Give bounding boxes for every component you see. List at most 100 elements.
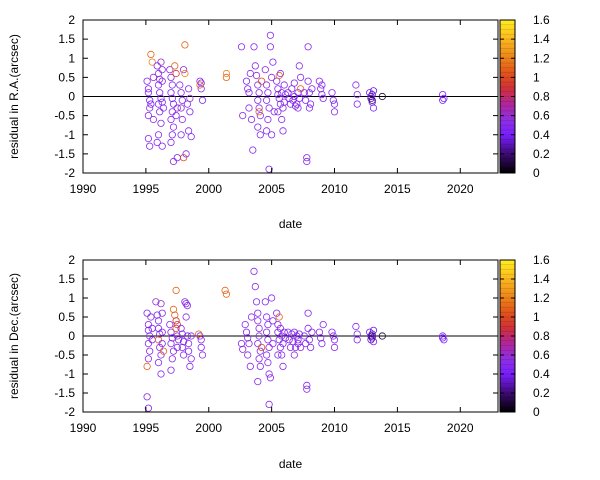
data-point — [269, 317, 277, 325]
data-point — [296, 85, 305, 93]
data-point — [276, 100, 284, 108]
data-point — [158, 339, 166, 348]
x-tick-label: 2000 — [195, 421, 222, 435]
data-point — [276, 69, 284, 78]
data-point — [143, 77, 151, 85]
data-point — [180, 338, 188, 346]
data-point — [222, 69, 230, 78]
data-point — [318, 339, 326, 348]
y-tick-label: 1 — [68, 51, 75, 65]
data-point — [157, 119, 165, 127]
colorbar-tick-label: 1 — [533, 310, 540, 324]
data-point — [256, 347, 264, 355]
data-point — [330, 336, 339, 344]
data-point — [291, 343, 300, 351]
data-point — [262, 96, 271, 104]
data-point — [239, 345, 247, 353]
data-point — [148, 58, 156, 66]
data-point — [147, 313, 155, 321]
data-point — [158, 328, 166, 336]
data-point — [146, 142, 154, 150]
data-point — [255, 104, 263, 112]
data-point — [153, 311, 161, 319]
data-point — [280, 98, 288, 106]
x-axis-label: date — [279, 217, 303, 231]
data-point — [185, 127, 193, 135]
data-point — [295, 62, 303, 70]
data-point — [143, 362, 151, 370]
data-point — [256, 362, 264, 370]
data-point — [221, 286, 229, 294]
y-tick-label: -0.5 — [54, 109, 75, 123]
data-point — [265, 165, 273, 173]
data-point — [280, 81, 288, 89]
x-tick-label: 2000 — [195, 182, 222, 196]
data-point — [144, 112, 152, 120]
data-point — [352, 322, 360, 331]
data-point — [276, 343, 284, 351]
colorbar-tick-label: 0 — [533, 166, 540, 180]
data-point — [296, 343, 305, 351]
data-point — [368, 96, 376, 104]
data-point — [167, 73, 175, 82]
data-point — [295, 94, 303, 103]
data-point — [257, 77, 266, 85]
data-point — [181, 298, 189, 306]
data-point — [304, 324, 312, 332]
data-point — [369, 338, 378, 346]
data-point — [152, 298, 160, 306]
data-point — [254, 377, 262, 386]
data-point — [291, 102, 300, 110]
colorbar-tick-label: 0.6 — [533, 109, 550, 123]
data-point — [185, 339, 193, 348]
data-point — [254, 96, 262, 104]
data-point — [222, 290, 230, 298]
data-point — [262, 328, 271, 336]
y-tick-label: 0.5 — [58, 70, 75, 84]
y-tick-label: 0 — [68, 90, 75, 104]
data-point — [294, 336, 302, 344]
data-point — [330, 100, 339, 108]
data-point — [368, 91, 376, 99]
data-point — [254, 123, 262, 131]
data-point — [265, 370, 273, 378]
data-point — [439, 332, 447, 340]
data-point — [288, 330, 296, 338]
data-point — [267, 131, 276, 139]
data-point — [173, 332, 181, 340]
data-point — [261, 66, 269, 74]
x-tick-label: 2020 — [447, 182, 474, 196]
colorbar-tick-label: 0.2 — [533, 147, 550, 161]
y-tick-label: 2 — [68, 13, 75, 27]
data-point — [187, 332, 195, 340]
data-point — [254, 309, 262, 317]
data-point — [262, 127, 271, 135]
colorbar-tick-label: 1.2 — [533, 51, 550, 65]
data-point — [329, 332, 337, 340]
colorbar-tick-label: 1.4 — [533, 32, 550, 46]
colorbar-tick-label: 0 — [533, 405, 540, 419]
data-point — [149, 115, 157, 124]
data-point — [330, 108, 339, 116]
data-point — [167, 366, 175, 374]
data-point — [181, 41, 189, 49]
data-point — [378, 332, 386, 340]
data-point — [178, 115, 186, 124]
colorbar-tick-label: 0.8 — [533, 329, 550, 343]
data-point — [306, 343, 315, 351]
data-point — [317, 85, 325, 93]
y-tick-label: -1 — [64, 128, 75, 142]
colorbar-tick-label: 1.4 — [533, 272, 550, 286]
colorbar-tick-label: 1.6 — [533, 13, 550, 27]
data-point — [368, 332, 376, 340]
data-point — [159, 347, 168, 355]
data-point — [144, 89, 152, 97]
data-point — [175, 336, 183, 344]
data-point — [187, 133, 195, 141]
data-point — [252, 298, 261, 306]
data-point — [284, 328, 292, 336]
data-point — [308, 85, 316, 93]
x-tick-label: 1990 — [70, 182, 97, 196]
data-point — [177, 89, 185, 97]
